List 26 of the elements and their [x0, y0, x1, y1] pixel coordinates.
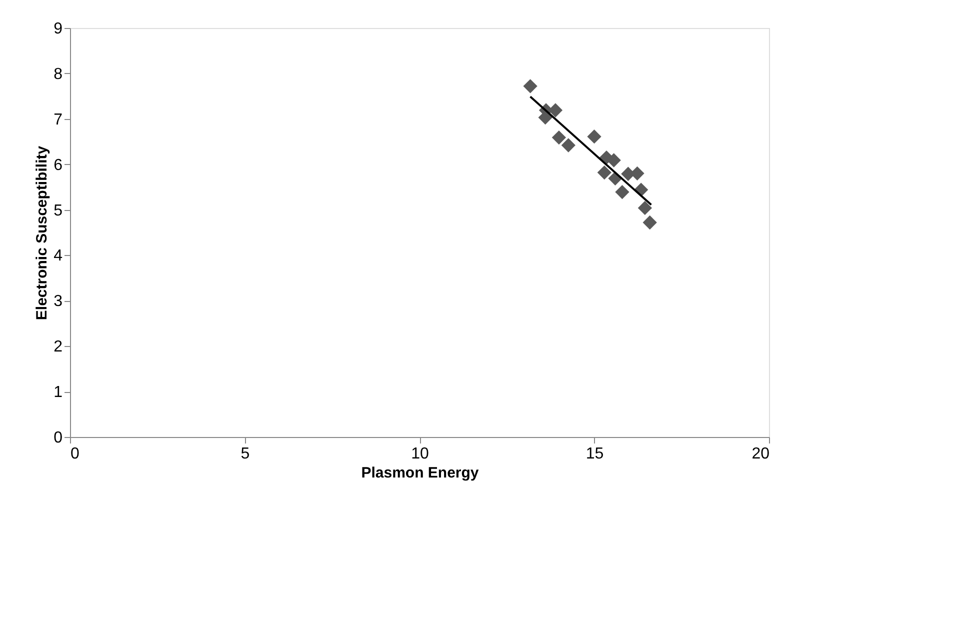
y-tick-label: 6	[54, 156, 63, 174]
x-tick-label: 0	[70, 446, 80, 462]
y-tick-label: 1	[54, 384, 63, 402]
point	[587, 130, 602, 144]
point	[561, 138, 576, 152]
y-tick-label: 2	[54, 338, 63, 356]
y-tick-label: 4	[54, 248, 63, 265]
point	[642, 215, 657, 230]
point	[523, 79, 538, 94]
x-tick-label: 5	[240, 446, 250, 462]
y-tick-label: 0	[54, 430, 63, 446]
point	[552, 130, 566, 145]
x-axis-title: Plasmon Energy	[361, 464, 480, 482]
y-tick-label: 8	[54, 66, 63, 83]
y-tick-label: 7	[54, 111, 63, 128]
point	[597, 165, 612, 180]
point	[606, 153, 621, 168]
x-tick-label: 15	[586, 446, 604, 462]
y-tick-label: 5	[54, 202, 63, 220]
x-tick-label: 20	[752, 446, 770, 462]
x-tick-label: 10	[411, 446, 429, 462]
y-tick-label: 3	[54, 293, 63, 310]
y-axis-title: Electronic Susceptibility	[34, 145, 51, 320]
point	[638, 200, 652, 216]
point	[615, 184, 630, 200]
y-tick-label: 9	[54, 20, 63, 38]
